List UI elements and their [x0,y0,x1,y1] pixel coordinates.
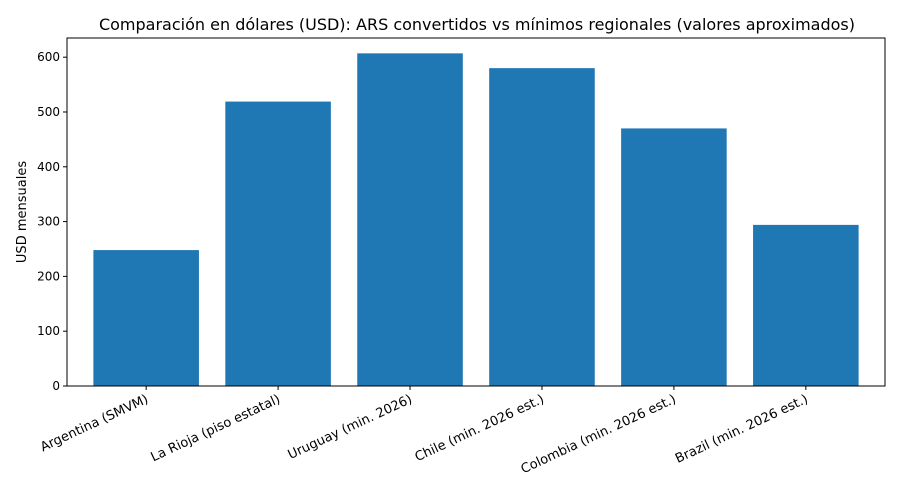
x-tick-label: Uruguay (min. 2026) [286,392,415,463]
y-tick-label: 500 [37,105,60,119]
x-tick-label: Argentina (SMVM) [38,392,151,455]
x-axis-ticks: Argentina (SMVM)La Rioja (piso estatal) U… [38,386,811,477]
bar-5 [753,224,859,386]
y-tick-label: 200 [37,269,60,283]
y-tick-label: 400 [37,160,60,174]
plot-frame [66,37,886,387]
bar-3 [489,68,595,387]
y-tick-label: 0 [52,379,60,393]
bar-1 [225,101,331,386]
bars-group [93,53,859,387]
x-tick-label: La Rioja (piso estatal) [149,392,283,465]
y-tick-label: 100 [37,324,60,338]
chart-title: Comparación en dólares (USD): ARS conver… [99,15,855,34]
bar-4 [621,128,727,386]
y-axis-label: USD mensuales [15,161,30,263]
x-tick-label: Chile (min. 2026 est.) [413,392,547,465]
bar-0 [93,250,199,386]
y-tick-label: 600 [37,50,60,64]
y-axis-ticks: 0 100 200 300 400 500 600 [37,50,67,393]
y-tick-label: 300 [37,215,60,229]
x-tick-label: Brazil (min. 2026 est.) [673,392,810,467]
bar-2 [357,53,463,387]
